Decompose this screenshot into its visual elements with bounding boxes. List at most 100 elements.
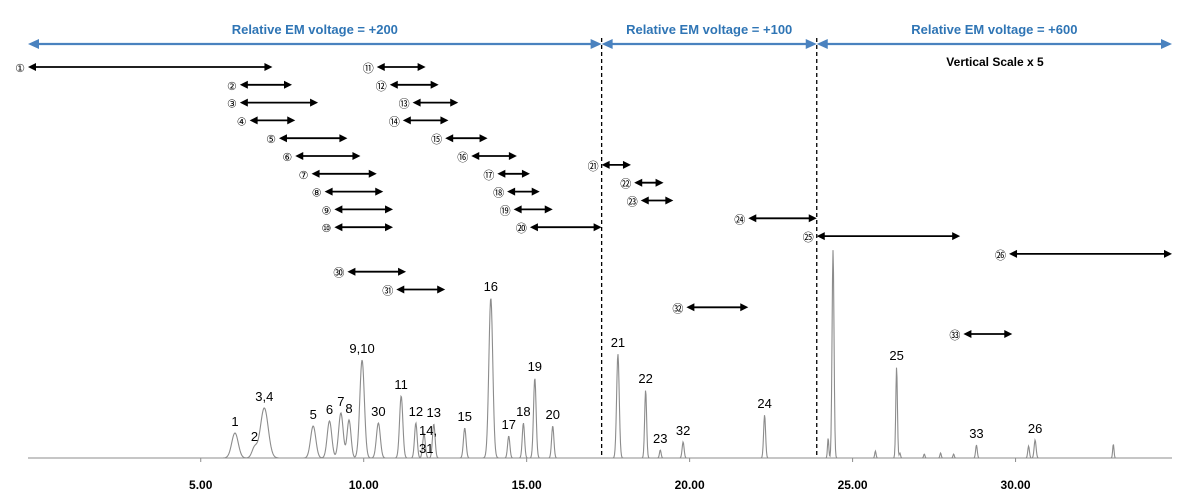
window-arrow-21 xyxy=(601,160,631,169)
window-label-2: ② xyxy=(227,81,237,93)
section-arrow-1 xyxy=(28,39,602,49)
x-tick-label-25: 25.00 xyxy=(838,478,868,492)
window-arrow-33 xyxy=(963,330,1013,338)
window-label-11: ⑪ xyxy=(363,62,374,75)
peak-label-3-4: 3,4 xyxy=(255,389,273,404)
peak-label-14-31: 14, xyxy=(419,423,437,438)
section-arrow-3 xyxy=(816,39,1172,49)
window-arrow-14 xyxy=(402,116,449,125)
window-label-33: ㉝ xyxy=(949,329,960,342)
window-label-16: ⑯ xyxy=(457,151,468,164)
window-arrow-22 xyxy=(634,178,664,187)
window-arrow-16 xyxy=(471,152,517,160)
peak-label-20: 20 xyxy=(546,407,560,422)
window-arrow-8 xyxy=(324,187,384,196)
window-arrow-11 xyxy=(376,63,426,71)
window-label-13: ⑬ xyxy=(399,98,410,111)
peak-label-16: 16 xyxy=(484,279,498,294)
window-arrow-18 xyxy=(507,187,540,196)
peak-label-25: 25 xyxy=(889,348,903,363)
window-arrow-15 xyxy=(445,134,488,143)
window-label-32: ㉜ xyxy=(672,302,683,315)
window-label-4: ④ xyxy=(237,116,247,128)
peak-label-2: 2 xyxy=(251,429,258,444)
window-arrow-7 xyxy=(311,169,377,178)
peak-label-13: 13 xyxy=(427,405,441,420)
window-arrow-25 xyxy=(816,232,961,241)
window-arrow-9 xyxy=(334,205,394,214)
window-arrow-20 xyxy=(529,223,602,232)
window-label-7: ⑦ xyxy=(299,170,309,182)
window-arrow-23 xyxy=(640,196,674,205)
peak-label-9-10: 9,10 xyxy=(349,341,374,356)
window-label-5: ⑤ xyxy=(266,134,276,146)
trace-line xyxy=(28,250,1172,459)
window-arrow-6 xyxy=(295,152,361,160)
vertical-scale-note: Vertical Scale x 5 xyxy=(946,55,1044,69)
window-label-25: ㉕ xyxy=(803,231,814,244)
window-arrow-17 xyxy=(497,169,530,178)
window-label-6: ⑥ xyxy=(282,152,292,164)
window-label-8: ⑧ xyxy=(312,188,322,200)
window-label-18: ⑱ xyxy=(493,187,504,200)
window-label-26: ㉖ xyxy=(995,249,1006,262)
window-label-10: ⑩ xyxy=(321,223,331,235)
x-tick-label-20: 20.00 xyxy=(675,478,705,492)
window-label-12: ⑫ xyxy=(376,80,387,93)
window-arrow-32 xyxy=(686,303,749,312)
window-label-23: ㉓ xyxy=(627,196,638,209)
peak-label-11: 11 xyxy=(394,377,408,392)
window-arrow-5 xyxy=(278,134,348,143)
window-arrow-1 xyxy=(28,63,273,71)
x-tick-label-15: 15.00 xyxy=(512,478,542,492)
peak-label-12: 12 xyxy=(409,404,423,419)
peak-label-24: 24 xyxy=(757,396,771,411)
window-label-17: ⑰ xyxy=(483,169,494,182)
x-tick-label-5: 5.00 xyxy=(189,478,213,492)
window-arrow-26 xyxy=(1009,249,1172,258)
window-label-31: ㉛ xyxy=(382,285,393,298)
window-label-14: ⑭ xyxy=(389,115,400,128)
peak-label-32: 32 xyxy=(676,423,690,438)
section-arrow-2 xyxy=(601,39,817,49)
window-arrow-13 xyxy=(412,98,459,107)
window-label-24: ㉔ xyxy=(734,213,745,226)
peak-label-17: 17 xyxy=(502,417,516,432)
peak-label-21: 21 xyxy=(611,335,625,350)
window-label-15: ⑮ xyxy=(431,133,442,146)
window-arrow-24 xyxy=(748,214,817,223)
section-label-2: Relative EM voltage = +100 xyxy=(626,22,792,37)
peak-label-6: 6 xyxy=(326,402,333,417)
peak-label-15: 15 xyxy=(458,409,472,424)
x-tick-label-30: 30.00 xyxy=(1001,478,1031,492)
window-arrow-2 xyxy=(239,80,292,89)
peak-label-33: 33 xyxy=(969,426,983,441)
x-axis: 5.00 10.00 15.00 20.00 25.00 30.00 xyxy=(28,457,1172,492)
chromatogram-trace xyxy=(28,250,1172,459)
peak-label-30: 30 xyxy=(371,404,385,419)
em-voltage-sections: Relative EM voltage = +200 Relative EM vo… xyxy=(28,22,1172,458)
peak-label-22: 22 xyxy=(638,371,652,386)
peak-label-8: 8 xyxy=(345,401,352,416)
window-arrow-19 xyxy=(513,205,553,214)
peak-label-7: 7 xyxy=(337,394,344,409)
window-label-19: ⑲ xyxy=(500,204,511,217)
window-arrow-4 xyxy=(249,116,296,125)
x-tick-label-10: 10.00 xyxy=(349,478,379,492)
peak-label-26: 26 xyxy=(1028,421,1042,436)
section-label-3: Relative EM voltage = +600 xyxy=(911,22,1077,37)
peak-label-23: 23 xyxy=(653,431,667,446)
window-label-21: ㉑ xyxy=(588,160,599,173)
window-label-22: ㉒ xyxy=(620,178,631,191)
window-label-9: ⑨ xyxy=(321,205,331,217)
peak-label-5: 5 xyxy=(310,407,317,422)
window-arrow-10 xyxy=(334,223,394,232)
window-label-3: ③ xyxy=(227,99,237,111)
window-arrow-12 xyxy=(389,80,439,89)
window-arrow-3 xyxy=(239,98,319,107)
window-arrow-31 xyxy=(396,285,446,294)
window-arrow-30 xyxy=(347,267,407,276)
